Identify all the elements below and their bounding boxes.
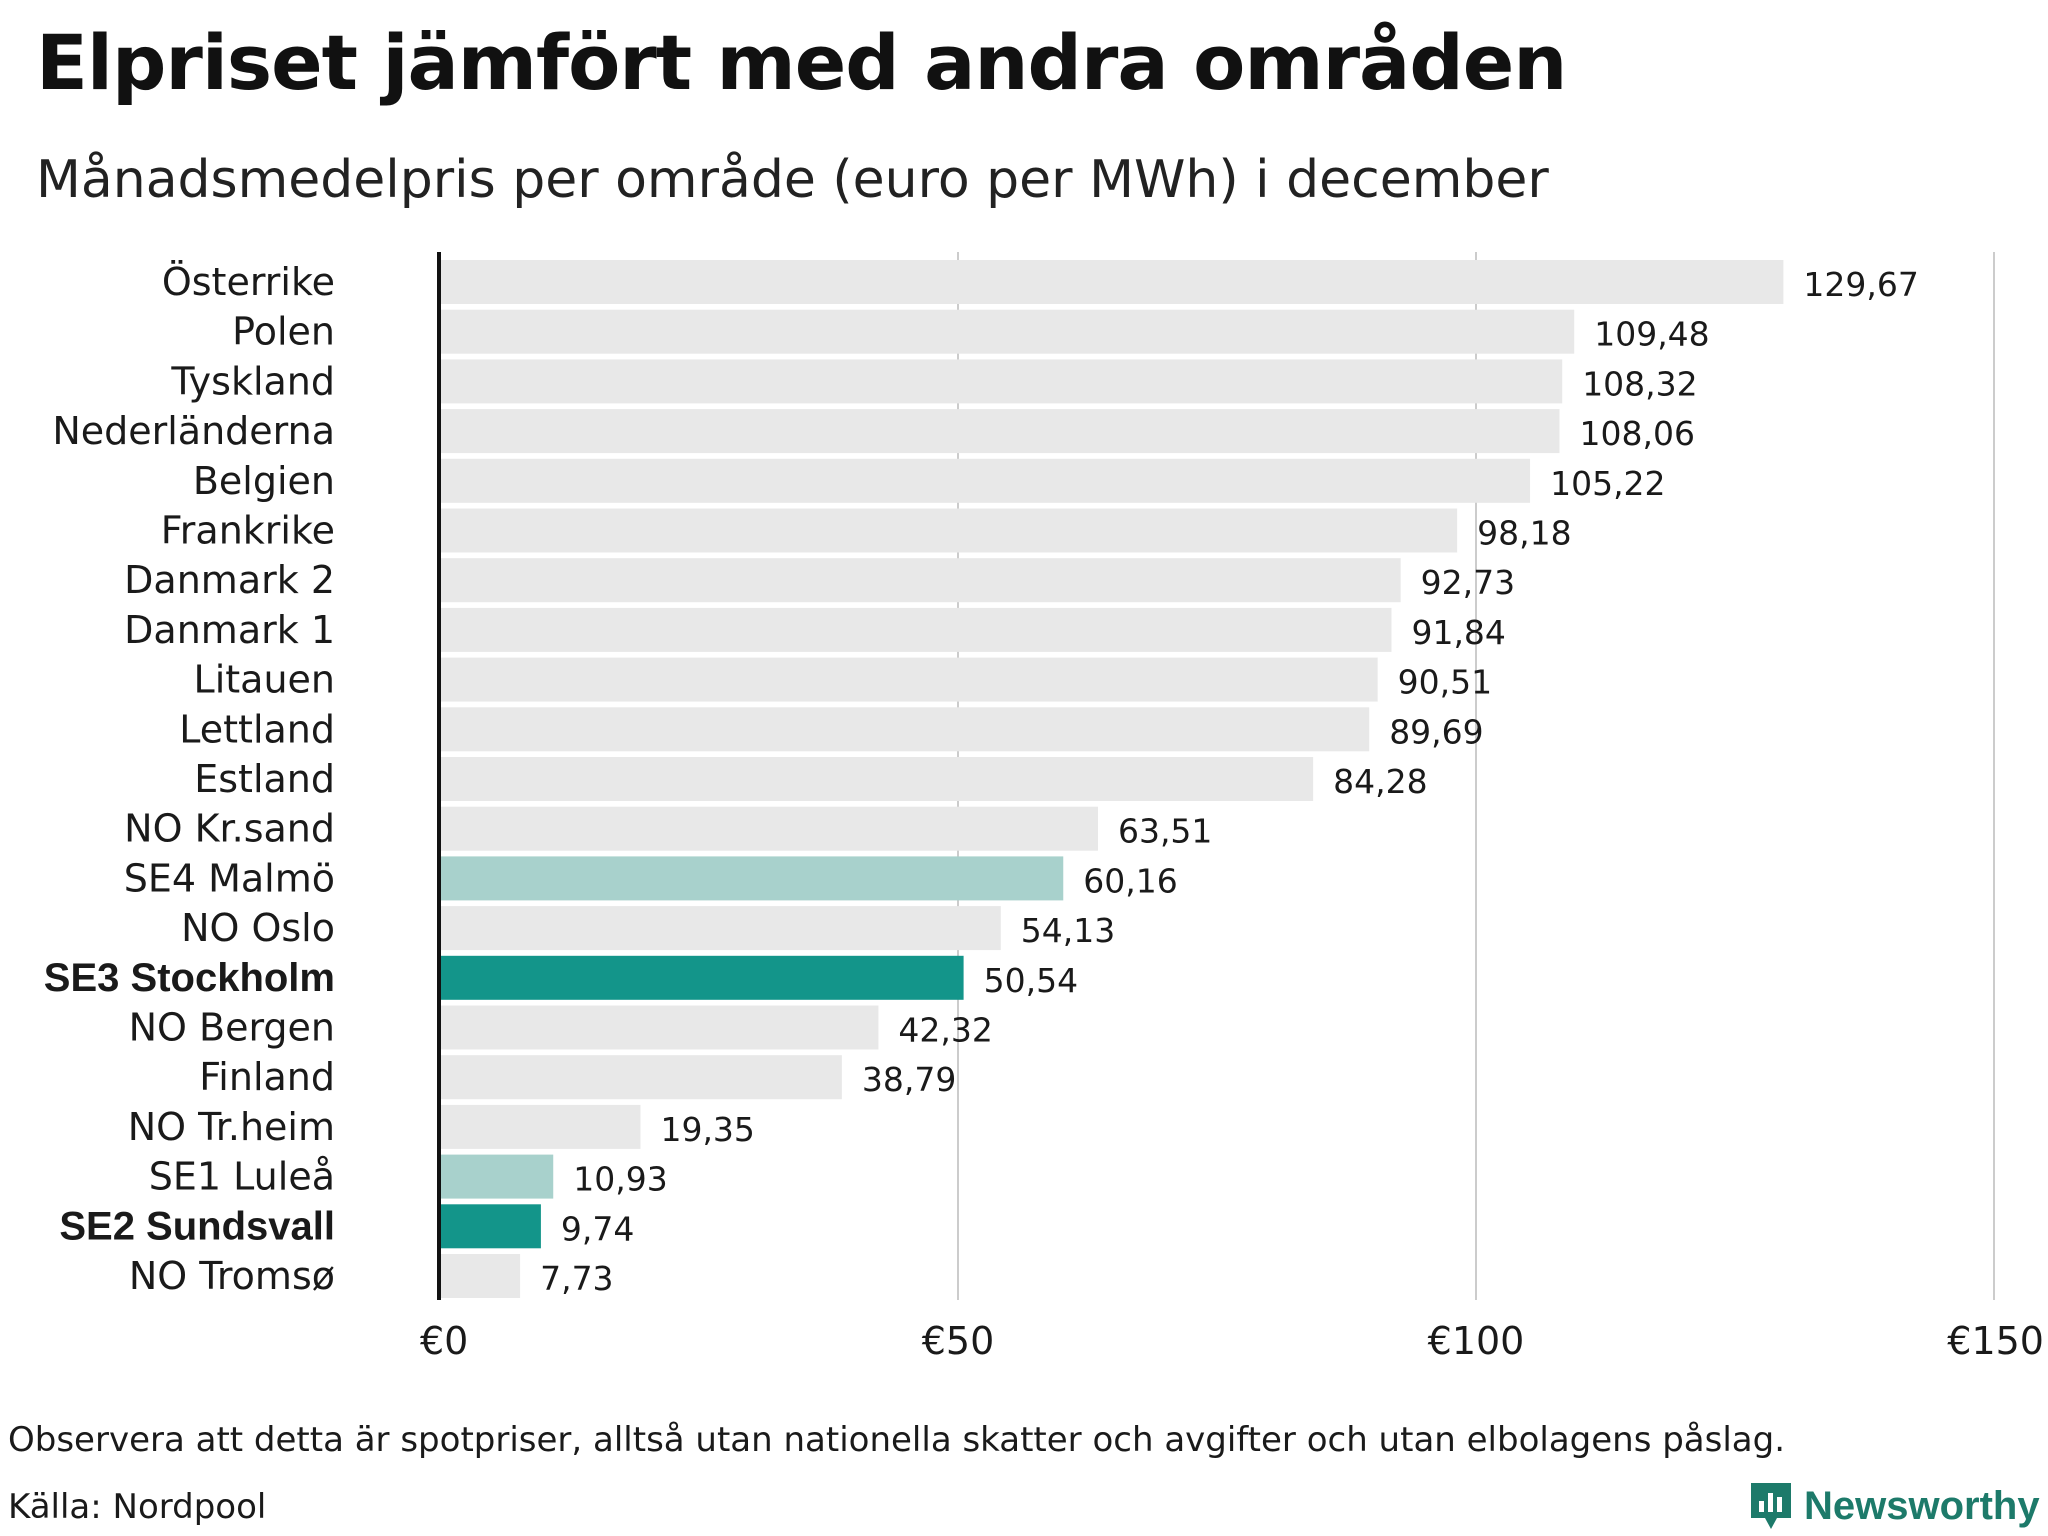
chart-subtitle: Månadsmedelpris per område (euro per MWh… (36, 150, 1549, 210)
category-label: Nederländerna (52, 409, 335, 453)
newsworthy-logo-icon (1751, 1483, 1791, 1529)
value-label: 108,32 (1582, 364, 1697, 403)
category-label: Danmark 2 (124, 558, 335, 602)
bar (440, 458, 1531, 503)
bar (440, 856, 1064, 901)
bars (440, 260, 1784, 1298)
category-label: NO Bergen (129, 1006, 335, 1050)
bar (440, 309, 1575, 354)
value-label: 108,06 (1580, 414, 1695, 453)
category-label: Estland (194, 757, 335, 801)
bar (440, 906, 1001, 951)
value-label: 91,84 (1411, 613, 1505, 652)
value-label: 63,51 (1118, 812, 1212, 851)
bar (440, 806, 1098, 851)
source-note: Källa: Nordpool (8, 1487, 267, 1527)
bar (440, 607, 1392, 652)
bar (440, 409, 1560, 454)
value-label: 38,79 (862, 1060, 956, 1099)
value-label: 50,54 (984, 961, 1078, 1000)
bar (440, 955, 964, 1000)
category-label: NO Tr.heim (128, 1105, 335, 1149)
bar (440, 657, 1378, 702)
category-label: Österrike (162, 260, 335, 304)
x-axis-ticks: €0 €50 €100 €150 (420, 1319, 2044, 1363)
bar (440, 1154, 554, 1199)
value-labels: 129,67 109,48 108,32 108,06 105,22 98,18 92,73… (540, 265, 1919, 1298)
bar (440, 1254, 521, 1298)
value-label: 7,73 (540, 1259, 613, 1298)
category-label: NO Oslo (181, 906, 335, 950)
category-label: Polen (232, 310, 335, 354)
brand-name: Newsworthy (1804, 1483, 2040, 1528)
category-label: Belgien (193, 459, 335, 503)
bar-chart: Österrike Polen Tyskland Nederländerna Belgi… (44, 252, 2044, 1363)
category-label: Finland (199, 1055, 335, 1099)
bar (440, 707, 1370, 752)
category-label: Lettland (179, 707, 335, 751)
value-label: 105,22 (1550, 464, 1665, 503)
x-tick-label: €100 (1428, 1319, 1525, 1363)
value-label: 54,13 (1021, 911, 1115, 950)
value-label: 98,18 (1477, 514, 1571, 553)
bar (440, 359, 1563, 404)
value-label: 89,69 (1389, 712, 1483, 751)
value-label: 129,67 (1803, 265, 1918, 304)
bar (440, 757, 1314, 801)
category-label: Danmark 1 (124, 608, 335, 652)
x-tick-label: €150 (1947, 1319, 2044, 1363)
category-label: SE4 Malmö (124, 856, 335, 900)
category-label: SE1 Luleå (149, 1155, 335, 1199)
x-tick-label: €50 (922, 1319, 995, 1363)
category-label: NO Tromsø (129, 1254, 335, 1298)
chart-title: Elpriset jämfört med andra områden (36, 18, 1567, 107)
category-label: Litauen (194, 658, 335, 702)
footnote: Observera att detta är spotpriser, allts… (8, 1420, 1786, 1460)
category-label: Frankrike (161, 509, 335, 553)
brand-logo: Newsworthy (1748, 1480, 2040, 1532)
value-label: 10,93 (573, 1160, 667, 1199)
value-label: 92,73 (1421, 563, 1515, 602)
x-tick-label: €0 (420, 1319, 468, 1363)
value-label: 84,28 (1333, 762, 1427, 801)
category-labels: Österrike Polen Tyskland Nederländerna Belgi… (44, 260, 335, 1298)
value-label: 19,35 (660, 1110, 754, 1149)
bar (440, 260, 1784, 304)
bar (440, 1204, 541, 1249)
category-label: SE3 Stockholm (44, 956, 335, 1000)
value-label: 109,48 (1594, 315, 1709, 354)
category-label: SE2 Sundsvall (59, 1204, 335, 1248)
value-label: 9,74 (561, 1209, 634, 1248)
category-label: NO Kr.sand (124, 807, 335, 851)
bar (440, 558, 1401, 603)
bar (440, 508, 1458, 553)
bar (440, 1104, 641, 1149)
value-label: 42,32 (898, 1011, 992, 1050)
bar (440, 1055, 842, 1100)
bar (440, 1005, 879, 1050)
category-label: Tyskland (170, 359, 335, 403)
value-label: 60,16 (1083, 861, 1177, 900)
value-label: 90,51 (1398, 663, 1492, 702)
